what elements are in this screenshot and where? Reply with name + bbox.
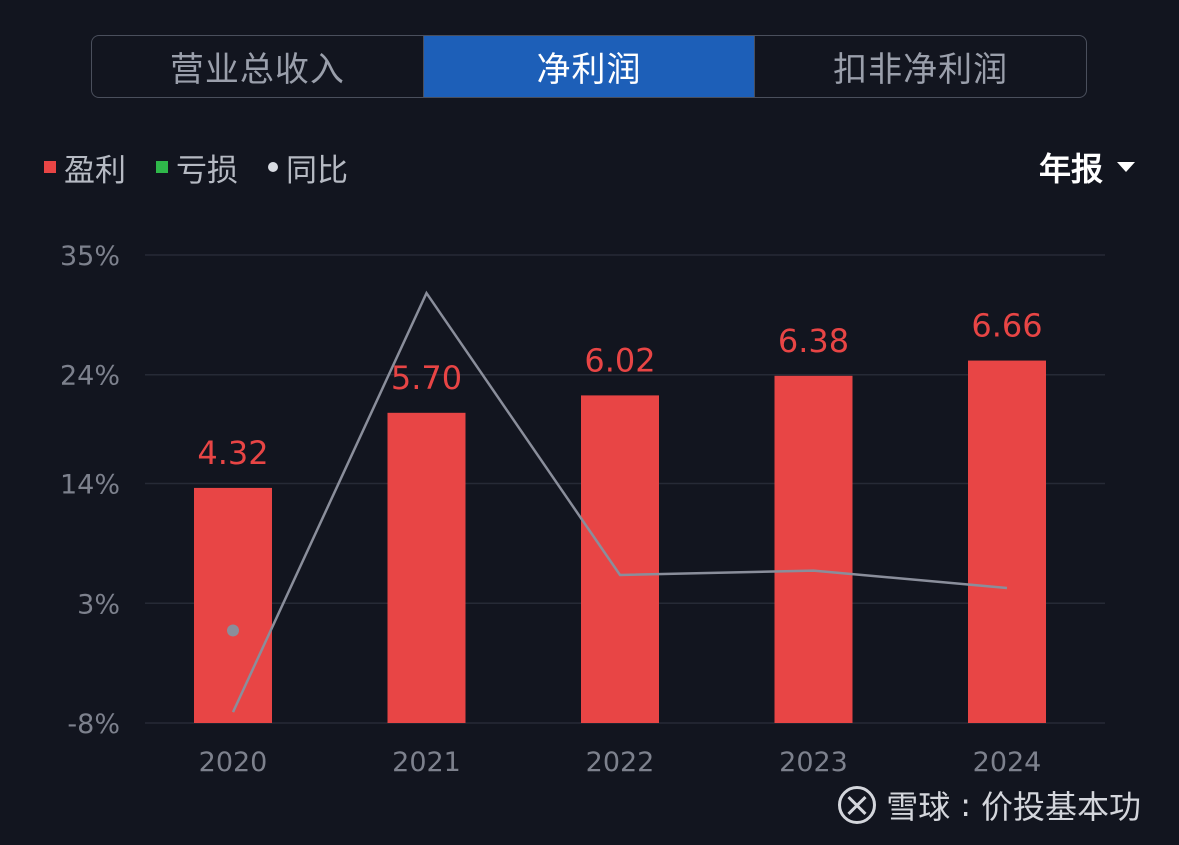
bar bbox=[968, 360, 1046, 723]
bar-value-label: 6.38 bbox=[778, 322, 849, 360]
bar-value-label: 4.32 bbox=[197, 434, 268, 472]
metric-tabs: 营业总收入 净利润 扣非净利润 bbox=[91, 35, 1087, 98]
y-tick-label: 24% bbox=[60, 361, 120, 392]
bar-value-label: 6.66 bbox=[971, 307, 1042, 345]
y-tick-label: -8% bbox=[67, 709, 120, 740]
caret-down-icon bbox=[1117, 162, 1135, 172]
tab-net-profit[interactable]: 净利润 bbox=[423, 36, 756, 97]
x-tick-label: 2024 bbox=[973, 747, 1042, 778]
bar bbox=[774, 375, 853, 723]
bar bbox=[194, 487, 272, 723]
legend-yoy-label: 同比 bbox=[286, 152, 348, 189]
x-tick-label: 2022 bbox=[586, 747, 655, 778]
legend-loss-label: 亏损 bbox=[176, 152, 238, 189]
loss-swatch-icon bbox=[156, 161, 168, 173]
bar-value-label: 6.02 bbox=[584, 341, 655, 379]
watermark-brand: 雪球 bbox=[886, 788, 951, 826]
legend-yoy[interactable]: 同比 bbox=[268, 145, 348, 190]
x-tick-label: 2021 bbox=[392, 747, 461, 778]
yoy-dot-icon bbox=[268, 162, 278, 172]
profit-swatch-icon bbox=[44, 161, 56, 173]
legend-loss[interactable]: 亏损 bbox=[156, 145, 238, 190]
legend-profit[interactable]: 盈利 bbox=[44, 145, 126, 190]
yoy-point bbox=[227, 624, 239, 637]
x-tick-label: 2020 bbox=[199, 747, 268, 778]
watermark: 雪球 : 价投基本功 bbox=[838, 785, 1141, 826]
tab-total-revenue[interactable]: 营业总收入 bbox=[92, 36, 424, 97]
x-tick-label: 2023 bbox=[779, 747, 848, 778]
tab-deducted-net-profit[interactable]: 扣非净利润 bbox=[833, 50, 1009, 90]
watermark-separator: : bbox=[960, 786, 971, 824]
watermark-author: 价投基本功 bbox=[980, 788, 1141, 826]
bar-value-label: 5.70 bbox=[391, 359, 462, 397]
period-selector[interactable]: 年报 bbox=[1039, 145, 1135, 189]
chart-legend: 盈利 亏损 同比 bbox=[44, 145, 348, 189]
y-tick-label: 3% bbox=[77, 589, 120, 620]
y-tick-label: 14% bbox=[60, 470, 120, 501]
bar bbox=[387, 412, 466, 723]
xueqiu-logo-icon bbox=[838, 786, 877, 824]
y-tick-label: 35% bbox=[60, 241, 120, 272]
yoy-line bbox=[231, 290, 1008, 713]
bar bbox=[581, 395, 659, 723]
period-label: 年报 bbox=[1038, 150, 1103, 188]
legend-profit-label: 盈利 bbox=[64, 152, 126, 189]
